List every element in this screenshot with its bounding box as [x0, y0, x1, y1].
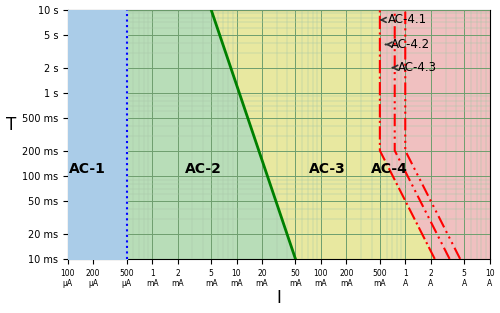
X-axis label: I: I [276, 290, 281, 307]
Text: AC-4.2: AC-4.2 [386, 38, 430, 51]
Text: AC-4: AC-4 [371, 162, 408, 176]
Text: AC-4.3: AC-4.3 [392, 61, 437, 74]
Y-axis label: T: T [6, 116, 16, 134]
Text: AC-3: AC-3 [309, 162, 346, 176]
Text: AC-2: AC-2 [184, 162, 222, 176]
Text: AC-1: AC-1 [69, 162, 106, 176]
Text: AC-4.1: AC-4.1 [382, 13, 427, 26]
